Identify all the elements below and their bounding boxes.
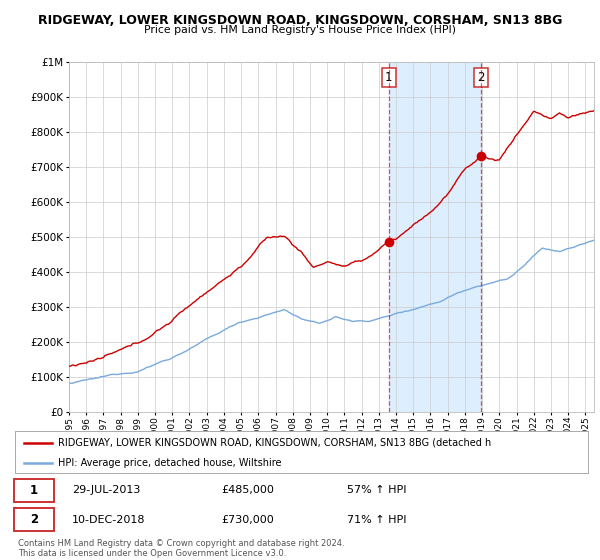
Text: 2: 2 [30,513,38,526]
Text: 1: 1 [30,483,38,497]
Text: 1: 1 [385,71,392,84]
Text: RIDGEWAY, LOWER KINGSDOWN ROAD, KINGSDOWN, CORSHAM, SN13 8BG: RIDGEWAY, LOWER KINGSDOWN ROAD, KINGSDOW… [38,14,562,27]
Text: 57% ↑ HPI: 57% ↑ HPI [347,485,407,495]
Text: 2: 2 [478,71,485,84]
Text: 71% ↑ HPI: 71% ↑ HPI [347,515,407,525]
FancyBboxPatch shape [14,508,54,531]
Text: 29-JUL-2013: 29-JUL-2013 [73,485,140,495]
Text: 10-DEC-2018: 10-DEC-2018 [73,515,146,525]
Text: £730,000: £730,000 [221,515,274,525]
FancyBboxPatch shape [14,479,54,502]
Text: Price paid vs. HM Land Registry's House Price Index (HPI): Price paid vs. HM Land Registry's House … [144,25,456,35]
Bar [389,62,481,412]
Text: Contains HM Land Registry data © Crown copyright and database right 2024.
This d: Contains HM Land Registry data © Crown c… [18,539,344,558]
Text: £485,000: £485,000 [221,485,274,495]
Text: HPI: Average price, detached house, Wiltshire: HPI: Average price, detached house, Wilt… [58,458,281,468]
Text: RIDGEWAY, LOWER KINGSDOWN ROAD, KINGSDOWN, CORSHAM, SN13 8BG (detached h: RIDGEWAY, LOWER KINGSDOWN ROAD, KINGSDOW… [58,437,491,447]
